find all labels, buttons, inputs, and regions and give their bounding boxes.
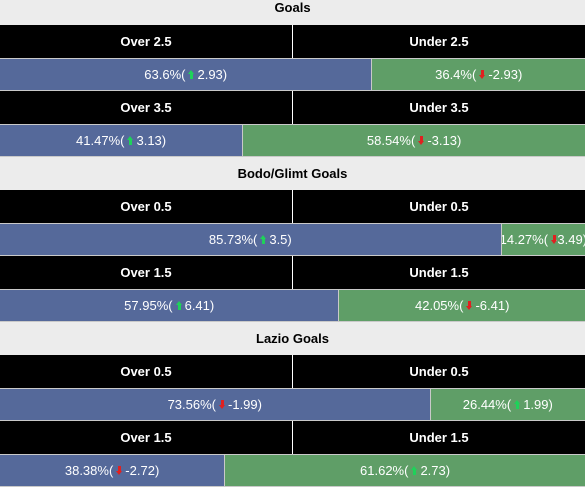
over-percentage: 38.38% xyxy=(64,463,109,478)
under-percentage: 61.62% xyxy=(360,463,405,478)
arrow-up-icon xyxy=(127,136,134,145)
probability-bar: 38.38% (-2.72) 61.62% (2.73) xyxy=(0,454,585,487)
market-header: Over 1.5 Under 1.5 xyxy=(0,256,585,289)
under-segment[interactable]: 26.44% (1.99) xyxy=(429,389,585,420)
arrow-up-icon xyxy=(411,466,418,475)
over-label: Over 2.5 xyxy=(0,25,293,58)
market-section: Goals Over 2.5 Under 2.5 63.6% (2.93) 36.4% … xyxy=(0,0,585,157)
over-segment[interactable]: 63.6% (2.93) xyxy=(0,59,372,90)
under-label: Under 1.5 xyxy=(409,265,469,280)
arrow-up-icon xyxy=(175,301,183,310)
market-header: Over 1.5 Under 1.5 xyxy=(0,421,585,454)
under-label: Under 3.5 xyxy=(409,100,469,115)
arrow-down-icon xyxy=(116,466,123,475)
under-change: -3.49 xyxy=(553,232,583,247)
over-percentage: 63.6% xyxy=(144,67,182,82)
arrow-down-icon xyxy=(418,136,425,145)
over-change: -1.99 xyxy=(228,397,258,412)
over-percentage: 41.47% xyxy=(76,133,121,148)
arrow-up-icon xyxy=(188,70,195,79)
market-header: Over 0.5 Under 0.5 xyxy=(0,355,585,388)
over-label: Over 1.5 xyxy=(0,256,293,289)
over-percentage: 85.73% xyxy=(208,232,253,247)
over-change: 3.5 xyxy=(269,232,288,247)
over-segment[interactable]: 38.38% (-2.72) xyxy=(0,455,225,486)
market-header: Over 2.5 Under 2.5 xyxy=(0,25,585,58)
over-change: 6.41 xyxy=(184,298,210,313)
section-title: Goals xyxy=(0,0,585,25)
under-label: Under 1.5 xyxy=(409,430,469,445)
under-segment[interactable]: 61.62% (2.73) xyxy=(224,455,585,486)
under-label: Under 0.5 xyxy=(409,199,469,214)
arrow-down-icon xyxy=(479,70,486,79)
section-title: Lazio Goals xyxy=(0,322,585,355)
over-label: Over 3.5 xyxy=(0,91,293,124)
over-label: Over 1.5 xyxy=(0,421,293,454)
under-percentage: 26.44% xyxy=(462,397,507,412)
under-change: -3.13 xyxy=(427,133,457,148)
arrow-up-icon xyxy=(260,235,267,244)
probability-bar: 85.73% (3.5)14.27% (-3.49) xyxy=(0,223,585,256)
under-segment[interactable]: 14.27% (-3.49) xyxy=(500,224,585,255)
arrow-up-icon xyxy=(514,400,521,409)
over-label: Over 0.5 xyxy=(0,190,293,223)
over-segment[interactable]: 73.56% (-1.99) xyxy=(0,389,430,420)
over-segment[interactable]: 57.95% (6.41) xyxy=(0,290,339,321)
over-segment[interactable]: 85.73% (3.5) xyxy=(0,224,501,255)
under-segment[interactable]: 58.54% (-3.13) xyxy=(242,125,585,156)
under-segment[interactable]: 42.05% (-6.41) xyxy=(338,290,585,321)
probability-bar: 63.6% (2.93) 36.4% (-2.93) xyxy=(0,58,585,91)
over-change: 3.13 xyxy=(136,133,162,148)
under-change: -6.41 xyxy=(475,298,506,313)
over-label: Over 0.5 xyxy=(0,355,293,388)
under-percentage: 42.05% xyxy=(415,298,460,313)
under-label: Under 0.5 xyxy=(409,364,469,379)
arrow-down-icon xyxy=(466,301,473,310)
under-change: 1.99 xyxy=(523,397,549,412)
over-segment[interactable]: 41.47% (3.13) xyxy=(0,125,243,156)
under-percentage: 36.4% xyxy=(435,67,472,82)
market-section: Lazio Goals Over 0.5 Under 0.5 73.56% (-1.9… xyxy=(0,322,585,487)
under-percentage: 14.27% xyxy=(500,232,544,247)
under-label: Under 2.5 xyxy=(409,34,469,49)
under-change: -2.93 xyxy=(488,67,518,82)
over-percentage: 57.95% xyxy=(124,298,169,313)
over-change: 2.93 xyxy=(197,67,223,82)
arrow-down-icon xyxy=(219,400,226,409)
under-segment[interactable]: 36.4% (-2.93) xyxy=(371,59,585,90)
over-percentage: 73.56% xyxy=(167,397,212,412)
over-change: -2.72 xyxy=(125,463,155,478)
probability-bar: 73.56% (-1.99) 26.44% (1.99) xyxy=(0,388,585,421)
market-section: Bodo/Glimt Goals Over 0.5 Under 0.5 85.73% … xyxy=(0,157,585,322)
under-change: 2.73 xyxy=(420,463,446,478)
market-header: Over 0.5 Under 0.5 xyxy=(0,190,585,223)
section-title: Bodo/Glimt Goals xyxy=(0,157,585,190)
under-percentage: 58.54% xyxy=(366,133,411,148)
probability-bar: 57.95% (6.41) 42.05% (-6.41) xyxy=(0,289,585,322)
probability-bar: 41.47% (3.13) 58.54% (-3.13) xyxy=(0,124,585,157)
market-header: Over 3.5 Under 3.5 xyxy=(0,91,585,124)
